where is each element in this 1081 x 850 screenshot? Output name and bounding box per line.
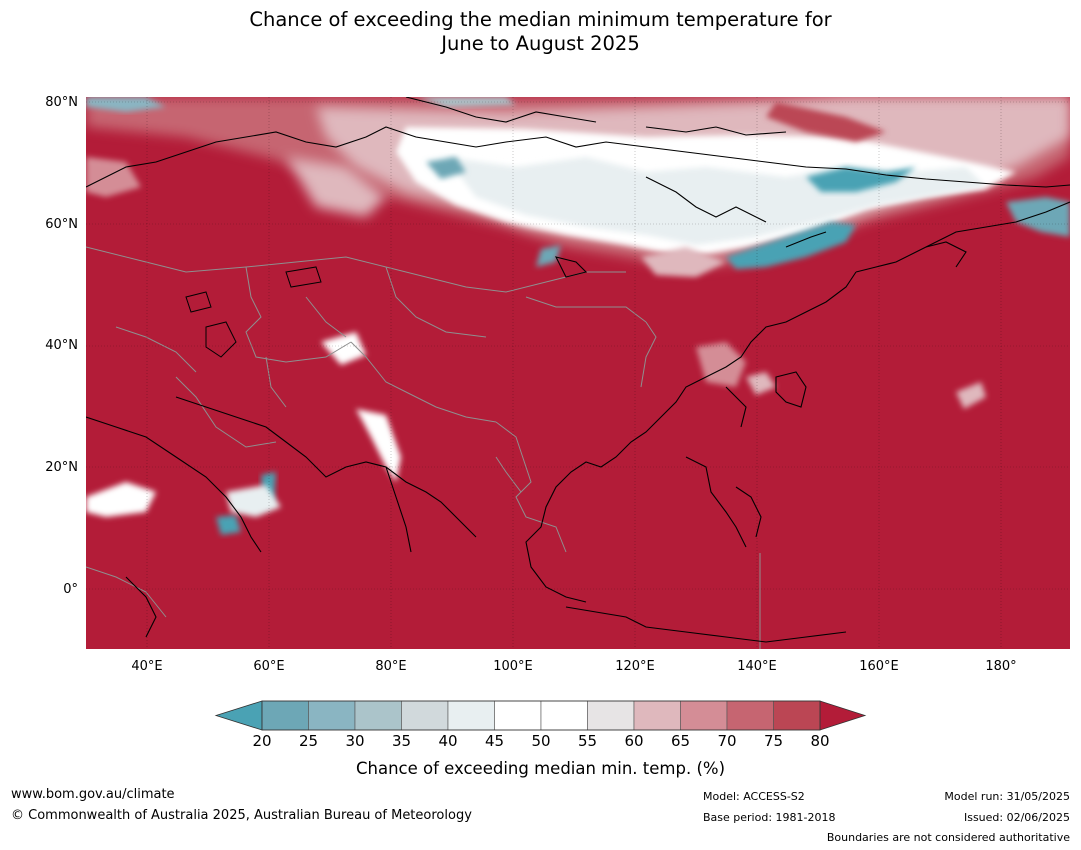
forecast-map	[86, 97, 1070, 649]
lon-label-140e: 140°E	[737, 659, 777, 674]
map-svg	[86, 97, 1070, 649]
lat-label-20n: 20°N	[45, 460, 78, 475]
colorbar-tick-label: 20	[252, 732, 272, 750]
colorbar-swatch	[633, 700, 681, 731]
lat-label-40n: 40°N	[45, 338, 78, 353]
colorbar-tick-label: 65	[670, 732, 691, 750]
footer-issued: Issued: 02/06/2025	[963, 811, 1070, 824]
colorbar-swatch	[680, 700, 728, 731]
colorbar-tick-label: 40	[438, 732, 458, 750]
graticule	[86, 97, 1070, 649]
colorbar-swatch	[401, 700, 449, 731]
colorbar-swatch	[587, 700, 635, 731]
colorbar-tick-label: 70	[717, 732, 737, 750]
colorbar-tick-label: 80	[810, 732, 830, 750]
colorbar-swatch	[261, 700, 309, 731]
coastlines	[86, 97, 1070, 643]
lat-label-80n: 80°N	[45, 95, 78, 110]
colorbar-swatch	[540, 700, 588, 731]
colorbar-swatch	[447, 700, 495, 731]
lakes	[185, 266, 322, 358]
colorbar-swatch	[494, 700, 542, 731]
lon-label-100e: 100°E	[493, 659, 533, 674]
colorbar-tick-label: 25	[298, 732, 319, 750]
colorbar-tick-label: 50	[531, 732, 551, 750]
lat-label-60n: 60°N	[45, 217, 78, 232]
colorbar-swatch	[354, 700, 402, 731]
footer-model: Model: ACCESS-S2	[703, 790, 805, 803]
title-line-1: Chance of exceeding the median minimum t…	[249, 8, 832, 31]
footer-copyright: © Commonwealth of Australia 2025, Austra…	[11, 808, 472, 823]
colorbar-swatch	[308, 700, 356, 731]
lon-label-160e: 160°E	[859, 659, 899, 674]
colorbar-high-extend	[819, 700, 867, 731]
colorbar-tick-label: 60	[624, 732, 644, 750]
colorbar-tick-label: 30	[345, 732, 365, 750]
chart-title: Chance of exceeding the median minimum t…	[0, 8, 1081, 56]
colorbar-swatch	[726, 700, 774, 731]
lon-label-40e: 40°E	[131, 659, 163, 674]
colorbar-low-extend	[214, 700, 263, 731]
footer-url[interactable]: www.bom.gov.au/climate	[11, 787, 175, 802]
lon-label-120e: 120°E	[615, 659, 655, 674]
colorbar-swatch	[773, 700, 821, 731]
title-line-2: June to August 2025	[441, 32, 640, 55]
colorbar-tick-label: 45	[484, 732, 505, 750]
colorbar-label: Chance of exceeding median min. temp. (%…	[355, 759, 726, 778]
country-boundaries	[86, 246, 761, 649]
colorbar-outline	[261, 700, 821, 731]
lon-label-80e: 80°E	[375, 659, 407, 674]
colorbar-tick-label: 75	[763, 732, 784, 750]
lat-label-0: 0°	[63, 582, 78, 597]
lon-label-180: 180°	[985, 659, 1017, 674]
pale-anomaly-zones	[86, 157, 986, 517]
footer-disclaimer: Boundaries are not considered authoritat…	[826, 831, 1070, 844]
lon-label-60e: 60°E	[253, 659, 285, 674]
colorbar-tick-label: 55	[577, 732, 598, 750]
footer-model-run: Model run: 31/05/2025	[944, 790, 1070, 803]
colorbar-tick-label: 35	[391, 732, 412, 750]
footer-base-period: Base period: 1981-2018	[703, 811, 836, 824]
